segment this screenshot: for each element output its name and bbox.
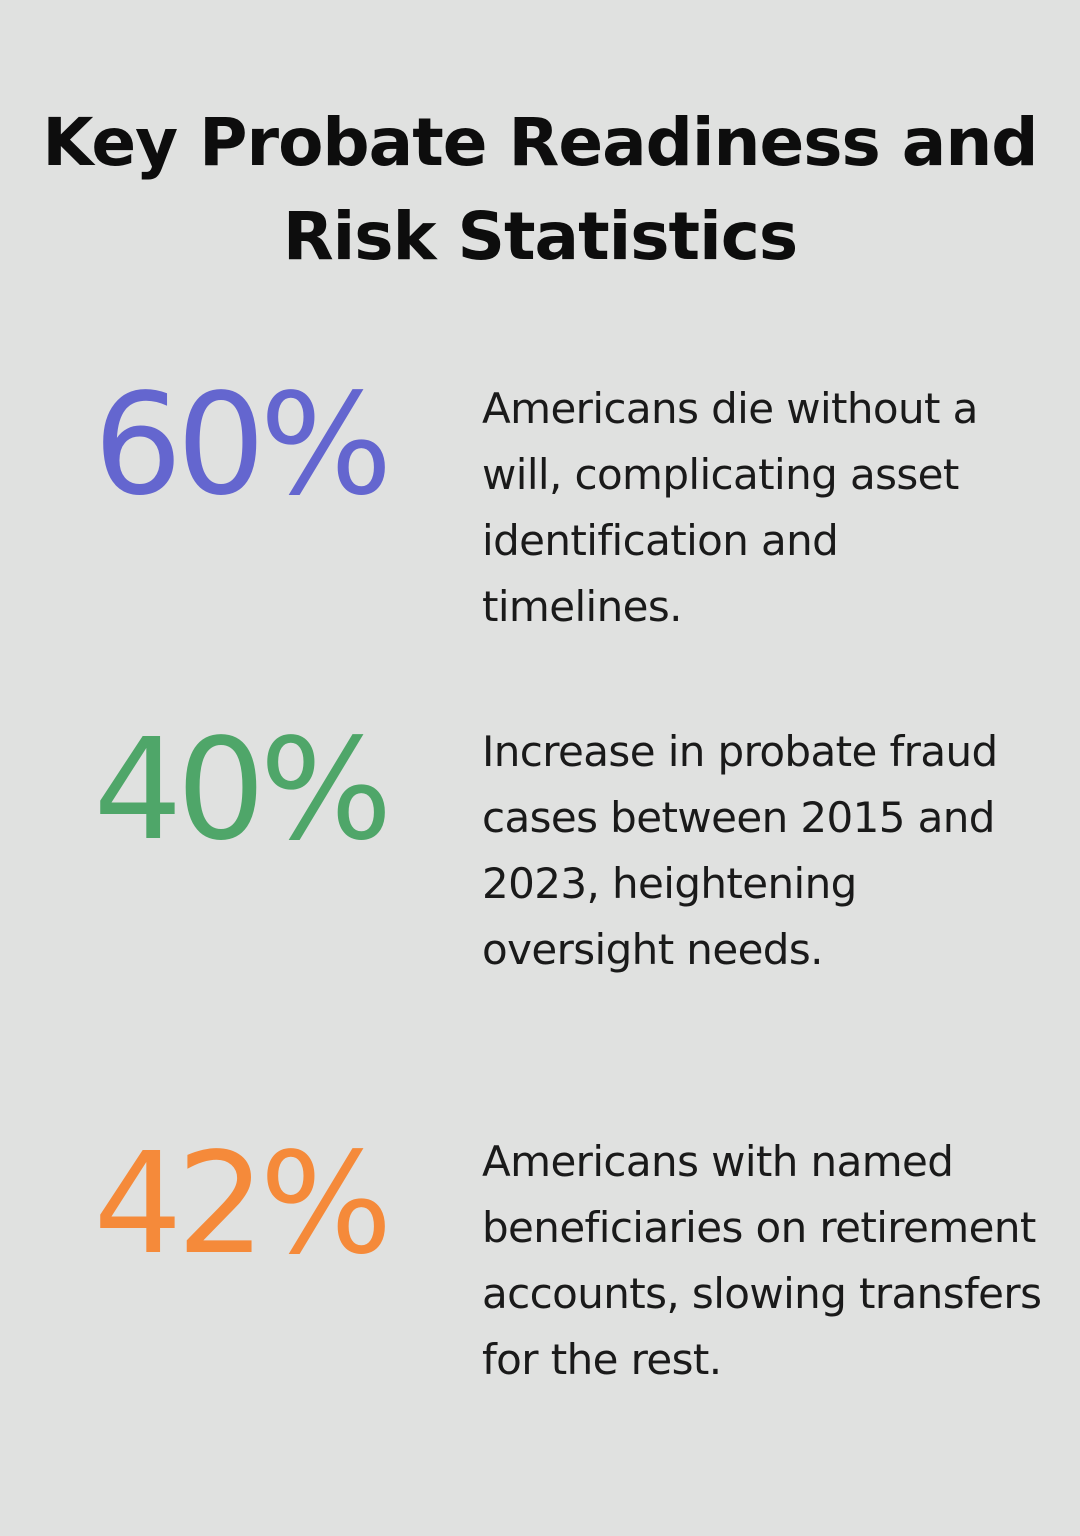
stat-description: Americans with named beneficiaries on re… — [482, 1137, 1042, 1384]
stat-description: Increase in probate fraud cases between … — [482, 727, 998, 974]
stat-value: 42% — [93, 1123, 392, 1286]
page-title: Key Probate Readiness and Risk Statistic… — [42, 104, 1038, 275]
stat-value: 60% — [93, 364, 392, 527]
stat-description: Americans die without a will, complicati… — [482, 384, 978, 631]
stat-value: 40% — [93, 709, 392, 872]
